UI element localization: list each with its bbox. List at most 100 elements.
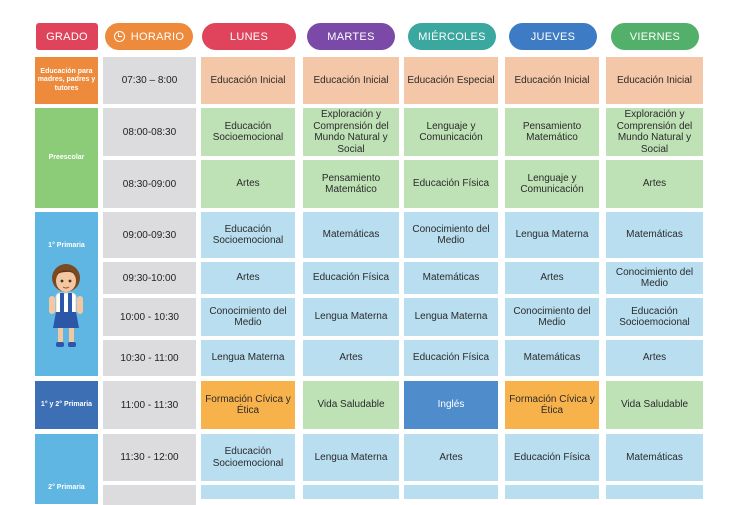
subject-label: Exploración y Comprensión del Mundo Natu… [313, 109, 389, 155]
subject-label: Inglés [437, 399, 465, 411]
subject-label: Pensamiento Matemático [522, 120, 582, 144]
header-miercoles-label: MIÉRCOLES [418, 30, 486, 43]
subject-label: Educación Socioemocional [212, 120, 284, 144]
header-jueves: JUEVES [509, 23, 597, 50]
header-horario-label: HORARIO [130, 30, 185, 43]
header-martes-label: MARTES [327, 30, 375, 43]
subject-label: Lengua Materna [211, 352, 285, 364]
schedule-cell: Formación Cívica y Ética [201, 381, 295, 429]
schedule-cell: Artes [606, 160, 703, 208]
schedule-cell: Vida Saludable [303, 381, 399, 429]
time-label: 09:30-10:00 [122, 272, 177, 284]
subject-label: Artes [339, 352, 363, 364]
grade-madres-padres-tutores: Educación para madres, padres y tutores [35, 57, 98, 104]
schedule-cell: Lengua Materna [505, 212, 599, 258]
subject-label: Artes [642, 178, 667, 190]
clock-icon [113, 31, 125, 42]
time-slot: 11:30 - 12:00 [103, 434, 196, 481]
header-horario: HORARIO [105, 23, 193, 50]
subject-label: Matemáticas [422, 272, 480, 284]
subject-label: Educación Física [513, 451, 591, 463]
header-viernes: VIERNES [611, 23, 699, 50]
schedule-cell: Educación Socioemocional [606, 298, 703, 336]
schedule-cell: Artes [303, 340, 399, 376]
schedule-cell: Exploración y Comprensión del Mundo Natu… [606, 108, 703, 156]
schedule-cell: Conocimiento del Medio [201, 298, 295, 336]
schedule-cell: Educación Inicial [303, 57, 399, 104]
subject-label: Matemáticas [626, 229, 683, 241]
schedule-cell: Matemáticas [606, 434, 703, 481]
grade-label: Educación para madres, padres y tutores [37, 68, 96, 92]
subject-label: Educación Socioemocional [212, 223, 284, 247]
subject-label: Lenguaje y Comunicación [419, 120, 483, 144]
schedule-cell: Matemáticas [404, 262, 498, 294]
grade-label: Preescolar [48, 153, 85, 161]
schedule-cell: Educación Física [505, 434, 599, 481]
schedule-cell-cut [606, 485, 703, 499]
schedule-cell: Artes [606, 340, 703, 376]
time-slot: 09:00-09:30 [103, 212, 196, 258]
time-label: 11:30 - 12:00 [120, 452, 179, 463]
schedule-cell: Matemáticas [505, 340, 599, 376]
time-slot: 07:30 – 8:00 [103, 57, 196, 104]
subject-label: Educación Inicial [514, 74, 590, 86]
schedule-cell: Artes [201, 160, 295, 208]
subject-label: Matemáticas [523, 352, 581, 364]
subject-label: Educación Física [312, 272, 390, 284]
subject-label: Vida Saludable [317, 399, 385, 411]
schedule-cell: Conocimiento del Medio [505, 298, 599, 336]
header-lunes-label: LUNES [229, 30, 269, 43]
schedule-cell-cut [201, 485, 295, 499]
subject-label: Educación Física [412, 178, 490, 190]
schedule-cell: Educación Inicial [505, 57, 599, 104]
subject-label: Artes [642, 352, 667, 364]
subject-label: Vida Saludable [620, 399, 689, 411]
subject-label: Educación Inicial [616, 74, 693, 86]
subject-label: Conocimiento del Medio [615, 266, 694, 290]
subject-label: Lengua Materna [314, 311, 388, 323]
schedule-cell: Artes [201, 262, 295, 294]
header-miercoles: MIÉRCOLES [408, 23, 496, 50]
time-label: 08:30-09:00 [122, 178, 177, 190]
subject-label: Pensamiento Matemático [321, 172, 381, 196]
schedule-cell: Pensamiento Matemático [505, 108, 599, 156]
subject-label: Educación Inicial [210, 74, 286, 86]
subject-label: Exploración y Comprensión del Mundo Natu… [616, 109, 693, 155]
grade-primero-segundo-primaria: 1° y 2° Primaria [35, 381, 98, 429]
subject-label: Lengua Materna [314, 451, 388, 463]
top-banner-strip [0, 0, 740, 8]
header-grado-label: GRADO [46, 30, 88, 43]
time-label: 11:00 - 11:30 [120, 399, 179, 411]
student-girl-illustration [49, 264, 83, 347]
schedule-cell: Educación Inicial [201, 57, 295, 104]
subject-label: Artes [439, 451, 463, 463]
subject-label: Educación Socioemocional [619, 305, 690, 329]
schedule-cell: Educación Especial [404, 57, 498, 104]
schedule-cell: Matemáticas [303, 212, 399, 258]
time-slot: 08:00-08:30 [103, 108, 196, 156]
grade-label: 2° Primaria [48, 484, 85, 491]
header-martes: MARTES [307, 23, 395, 50]
schedule-cell: Lengua Materna [303, 298, 399, 336]
time-slot: 09:30-10:00 [103, 262, 196, 294]
schedule-cell: Lengua Materna [303, 434, 399, 481]
time-label: 09:00-09:30 [122, 229, 177, 241]
header-viernes-label: VIERNES [629, 30, 681, 43]
schedule-cell: Vida Saludable [606, 381, 703, 429]
time-label: 10:30 - 11:00 [120, 352, 179, 364]
schedule-cell: Educación Socioemocional [201, 212, 295, 258]
schedule-cell: Exploración y Comprensión del Mundo Natu… [303, 108, 399, 156]
header-grado: GRADO [36, 23, 98, 50]
schedule-cell: Lenguaje y Comunicación [505, 160, 599, 208]
header-jueves-label: JUEVES [530, 30, 576, 43]
schedule-cell: Lengua Materna [404, 298, 498, 336]
time-label: 10:00 - 10:30 [120, 311, 179, 323]
schedule-cell: Educación Física [303, 262, 399, 294]
subject-label: Matemáticas [626, 451, 683, 463]
schedule-cell: Lenguaje y Comunicación [404, 108, 498, 156]
schedule-cell: Educación Física [404, 340, 498, 376]
subject-label: Educación Inicial [313, 74, 389, 86]
schedule-cell: Formación Cívica y Ética [505, 381, 599, 429]
grade-label: 1° y 2° Primaria [40, 400, 93, 408]
schedule-cell: Artes [404, 434, 498, 481]
